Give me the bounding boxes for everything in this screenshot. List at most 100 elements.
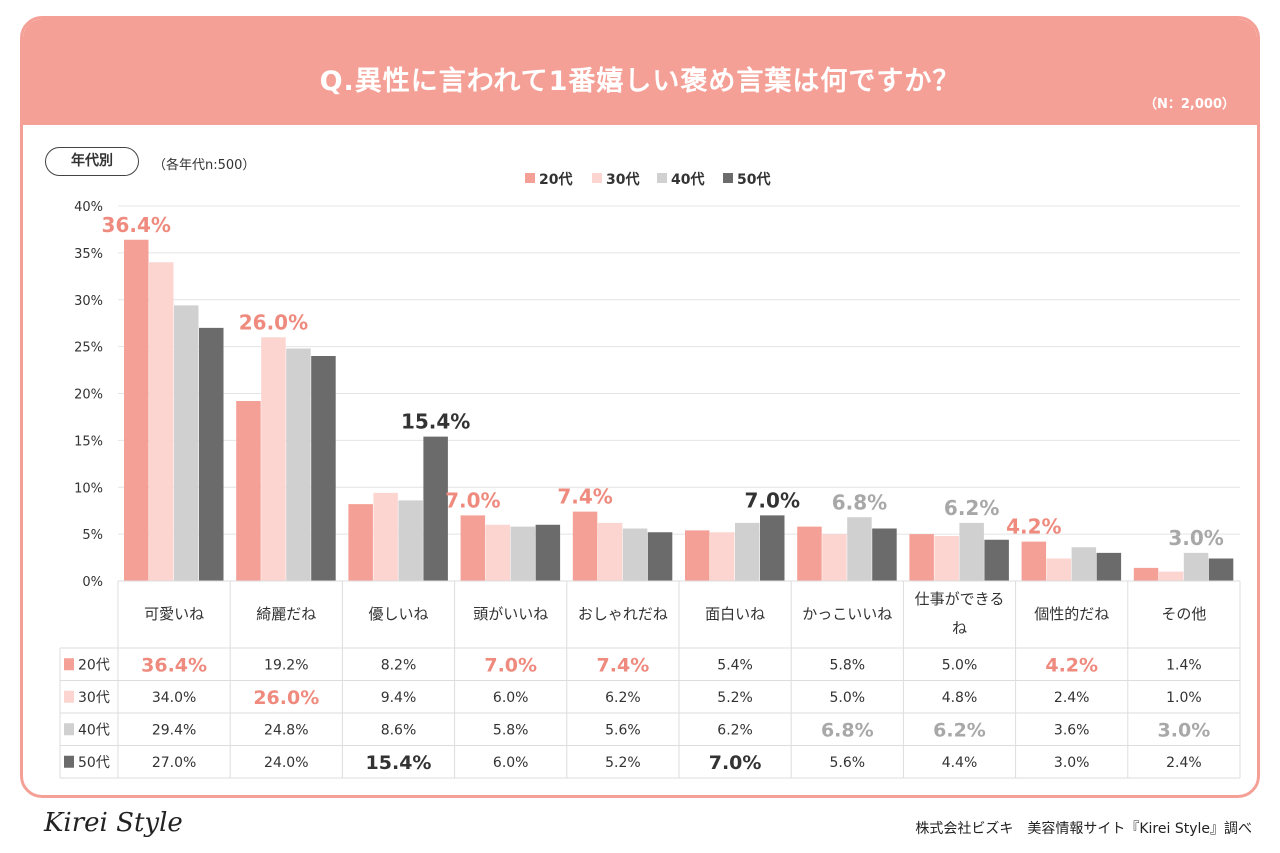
table-cell: 5.0% <box>942 657 978 673</box>
table-cell-highlight: 26.0% <box>253 687 319 709</box>
chart-card: Q.異性に言われて1番嬉しい褒め言葉は何ですか？ （N：2,000） 年代別 （… <box>20 16 1260 798</box>
row-header: 50代 <box>78 755 110 771</box>
table-cell-highlight: 7.4% <box>597 654 650 676</box>
table-cell: 24.0% <box>264 755 308 771</box>
data-label-highlight: 4.2% <box>1006 515 1061 539</box>
table-cell-highlight: 3.0% <box>1158 719 1211 741</box>
header-banner: Q.異性に言われて1番嬉しい褒め言葉は何ですか？ （N：2,000） <box>23 19 1257 125</box>
y-tick-label: 20% <box>74 388 103 403</box>
legend-swatch <box>657 173 667 183</box>
table-cell-highlight: 15.4% <box>366 752 432 774</box>
bar <box>1183 552 1209 581</box>
row-header: 40代 <box>78 722 110 738</box>
y-tick-label: 0% <box>82 575 103 590</box>
table-cell: 1.0% <box>1166 690 1202 706</box>
category-label: おしゃれだね <box>578 605 668 623</box>
table-cell: 19.2% <box>264 657 308 673</box>
y-tick-label: 30% <box>74 294 103 309</box>
legend-label: 50代 <box>737 171 770 188</box>
table-cell: 34.0% <box>152 690 196 706</box>
table-cell: 29.4% <box>152 722 196 738</box>
bar <box>984 539 1009 581</box>
table-cell: 3.0% <box>1054 755 1090 771</box>
table-cell: 6.0% <box>493 755 529 771</box>
bar <box>535 524 561 581</box>
table-cell: 6.2% <box>717 722 753 738</box>
bar <box>174 305 199 581</box>
y-tick-label: 35% <box>74 247 103 262</box>
table-cell: 4.8% <box>942 690 978 706</box>
bar <box>423 436 448 581</box>
table-cell: 5.0% <box>830 690 866 706</box>
bar <box>261 337 286 581</box>
age-group-pill: 年代別 <box>45 147 139 176</box>
legend-label: 40代 <box>671 171 704 188</box>
data-label-highlight: 7.4% <box>557 485 612 509</box>
table-cell: 5.6% <box>605 722 641 738</box>
table-cell: 5.2% <box>605 755 641 771</box>
row-swatch <box>64 755 74 768</box>
survey-credit: 株式会社ビズキ 美容情報サイト『Kirei Style』調べ <box>915 821 1252 837</box>
table-cell: 4.4% <box>942 755 978 771</box>
y-tick-label: 40% <box>74 200 103 215</box>
table-cell: 8.2% <box>381 657 417 673</box>
legend-swatch <box>592 173 602 183</box>
bar <box>1096 552 1122 581</box>
chart-title: Q.異性に言われて1番嬉しい褒め言葉は何ですか？ <box>319 66 961 97</box>
category-label: ね <box>952 619 967 637</box>
category-label: 頭がいいね <box>473 605 548 623</box>
data-label-highlight: 7.0% <box>445 488 500 512</box>
data-label-highlight: 3.0% <box>1168 526 1223 550</box>
table-cell-highlight: 7.0% <box>484 654 537 676</box>
legend-label: 30代 <box>606 171 639 188</box>
bar <box>872 528 897 581</box>
bar <box>199 327 224 581</box>
category-label: 面白いね <box>705 605 765 623</box>
sample-total: （N：2,000） <box>1143 97 1235 112</box>
table-cell: 5.6% <box>830 755 866 771</box>
category-label: 可愛いね <box>144 605 204 623</box>
row-swatch <box>64 658 74 671</box>
bar <box>286 348 311 581</box>
category-label: 個性的だね <box>1034 605 1109 623</box>
bar <box>735 522 760 581</box>
data-label-highlight: 6.2% <box>944 496 999 520</box>
bar <box>934 536 959 581</box>
data-label-highlight: 15.4% <box>401 410 470 434</box>
table-cell: 27.0% <box>152 755 196 771</box>
bar <box>348 504 373 581</box>
table-cell-highlight: 6.8% <box>821 719 874 741</box>
bar <box>1133 567 1159 581</box>
legend-swatch <box>723 173 733 183</box>
bar <box>460 515 486 581</box>
table-cell: 3.6% <box>1054 722 1090 738</box>
legend-label: 20代 <box>539 171 572 188</box>
sample-size-note: （各年代n:500） <box>153 158 256 173</box>
bar <box>1208 558 1234 581</box>
bar <box>847 517 872 581</box>
bar <box>1021 541 1047 581</box>
table-cell: 5.2% <box>717 690 753 706</box>
bar <box>647 532 673 581</box>
bar <box>398 500 423 581</box>
table-cell: 6.2% <box>605 690 641 706</box>
bar <box>909 534 934 581</box>
table-cell-highlight: 6.2% <box>933 719 986 741</box>
bar <box>373 492 398 581</box>
table-cell: 5.8% <box>493 722 529 738</box>
y-tick-label: 10% <box>74 481 103 496</box>
category-label: 優しいね <box>368 605 428 623</box>
category-label: かっこいいね <box>802 605 892 623</box>
row-swatch <box>64 690 74 703</box>
bar <box>1071 547 1097 581</box>
data-label-highlight: 7.0% <box>745 488 800 512</box>
bar <box>236 401 261 581</box>
table-cell: 24.8% <box>264 722 308 738</box>
bar <box>822 534 847 581</box>
bar <box>685 530 710 581</box>
bar <box>622 528 648 581</box>
bar <box>1046 558 1072 581</box>
category-label: 綺麗だね <box>256 605 316 623</box>
table-cell: 5.4% <box>717 657 753 673</box>
